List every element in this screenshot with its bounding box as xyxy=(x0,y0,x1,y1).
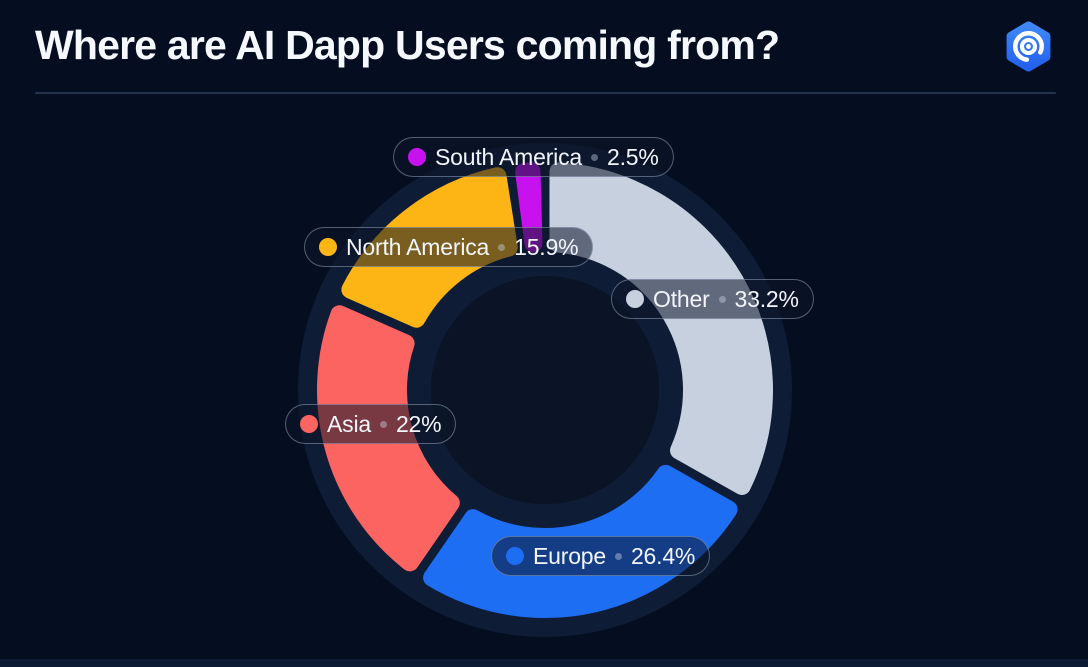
legend-value: 26.4% xyxy=(630,542,696,569)
separator-dot xyxy=(379,420,387,428)
donut-hole xyxy=(431,276,659,504)
legend-color-dot xyxy=(300,415,318,433)
legend-label: North America xyxy=(346,233,490,260)
legend-value: 15.9% xyxy=(514,233,579,260)
separator-dot xyxy=(614,552,622,560)
legend-value: 33.2% xyxy=(734,285,799,312)
legend-pill-other[interactable]: Other 33.2% xyxy=(611,279,814,319)
legend-value: 22% xyxy=(395,410,442,437)
separator-dot xyxy=(718,295,726,303)
separator-dot xyxy=(590,153,598,161)
legend-pill-asia[interactable]: Asia 22% xyxy=(285,404,457,444)
legend-pill-north-america[interactable]: North America 15.9% xyxy=(304,227,594,267)
header-bar: Where are AI Dapp Users coming from? xyxy=(35,0,1055,92)
legend-label: Asia xyxy=(327,410,371,437)
legend-label: Other xyxy=(653,285,710,312)
legend-color-dot xyxy=(506,547,524,565)
page-title: Where are AI Dapp Users coming from? xyxy=(35,22,780,69)
bottom-edge xyxy=(0,659,1088,667)
dappradar-logo-icon xyxy=(1006,21,1051,71)
legend-value: 2.5% xyxy=(606,143,659,170)
legend-color-dot xyxy=(408,148,426,166)
legend-pill-europe[interactable]: Europe 26.4% xyxy=(491,536,711,576)
legend-label: Europe xyxy=(533,542,606,569)
legend-color-dot xyxy=(626,290,644,308)
legend-pill-south-america[interactable]: South America 2.5% xyxy=(393,137,674,177)
separator-dot xyxy=(498,243,506,251)
legend-color-dot xyxy=(319,238,337,256)
legend-label: South America xyxy=(435,143,582,170)
dappradar-logo[interactable] xyxy=(1002,20,1055,73)
header-divider xyxy=(35,92,1056,94)
